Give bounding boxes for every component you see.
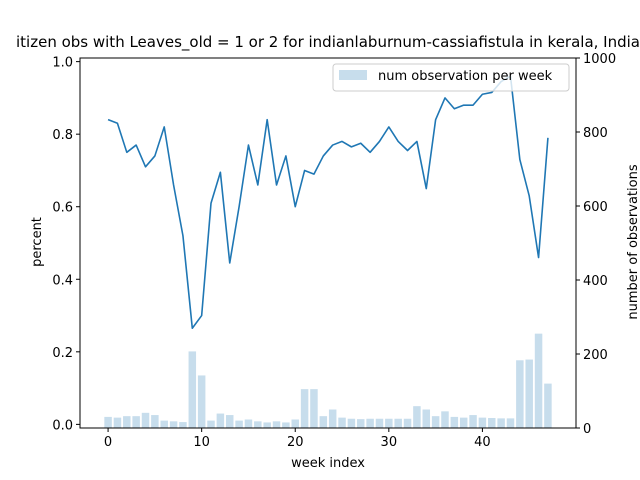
bar-week-31 <box>394 418 402 428</box>
bar-week-15 <box>244 419 253 428</box>
bar-week-41 <box>488 418 496 428</box>
bar-week-26 <box>347 418 356 428</box>
bar-week-45 <box>525 359 533 428</box>
x-axis-label: week index <box>291 456 365 471</box>
legend-entry: num observation per week <box>378 69 553 84</box>
bar-week-25 <box>338 417 346 428</box>
plot-frame <box>79 57 577 429</box>
x-tick-label: 40 <box>474 435 491 450</box>
y-right-tick-label: 400 <box>583 274 608 289</box>
y-left-tick-label: 0.6 <box>52 201 73 216</box>
bar-week-44 <box>516 360 524 428</box>
y-left-tick-label: 0.0 <box>52 418 73 433</box>
bar-week-1 <box>113 417 122 428</box>
bar-week-24 <box>328 409 337 428</box>
y-left-tick-label: 0.2 <box>52 346 73 361</box>
y-left-tick-label: 0.4 <box>52 273 73 288</box>
bar-week-4 <box>141 412 150 428</box>
bar-week-39 <box>469 415 477 428</box>
bar-week-27 <box>357 419 365 428</box>
y-axis-right-ticks: 0 200 400 600 800 1000 <box>576 52 616 437</box>
y-right-tick-label: 1000 <box>583 52 616 67</box>
y-right-tick-label: 200 <box>583 348 608 363</box>
legend-box <box>332 63 570 92</box>
chart-title: itizen obs with Leaves_old = 1 or 2 for … <box>16 33 640 52</box>
bar-week-38 <box>459 417 468 428</box>
percent-line <box>107 75 549 330</box>
bar-week-7 <box>169 421 178 428</box>
y-left-tick-label: 0.8 <box>52 128 73 143</box>
line-series <box>107 75 549 330</box>
bar-week-21 <box>300 389 309 428</box>
bar-week-9 <box>188 351 197 428</box>
bar-week-46 <box>534 333 543 428</box>
legend: num observation per week <box>332 63 570 92</box>
x-tick-label: 0 <box>104 435 112 450</box>
bar-week-40 <box>478 417 487 428</box>
bar-week-0 <box>104 416 112 428</box>
bar-week-17 <box>263 422 271 428</box>
y-right-tick-label: 800 <box>583 126 608 141</box>
bar-week-36 <box>441 411 449 428</box>
bar-week-16 <box>254 421 262 428</box>
bar-week-43 <box>506 418 515 428</box>
y-left-tick-label: 1.0 <box>52 56 73 71</box>
y-axis-right-label: number of observations <box>626 164 640 319</box>
bar-week-5 <box>151 415 159 428</box>
bar-week-35 <box>431 416 440 428</box>
bar-week-23 <box>319 416 328 428</box>
bar-week-19 <box>282 422 290 428</box>
bar-week-20 <box>291 419 299 428</box>
x-axis-ticks: 0 10 20 30 40 <box>104 428 491 450</box>
bar-week-32 <box>403 418 412 428</box>
x-tick-label: 20 <box>287 435 304 450</box>
bar-week-22 <box>310 389 318 428</box>
bar-week-8 <box>179 422 187 428</box>
bar-week-12 <box>216 413 225 428</box>
bar-week-34 <box>422 409 431 428</box>
bar-week-11 <box>207 420 215 428</box>
x-tick-label: 30 <box>381 435 398 450</box>
legend-swatch <box>339 70 367 80</box>
bar-week-13 <box>225 415 234 428</box>
bar-week-6 <box>160 420 168 428</box>
bar-week-29 <box>375 418 384 428</box>
bar-week-14 <box>235 420 243 428</box>
bar-week-2 <box>123 416 131 428</box>
bar-week-3 <box>132 416 140 428</box>
y-right-tick-label: 0 <box>583 422 591 437</box>
x-tick-label: 10 <box>193 435 210 450</box>
bar-week-47 <box>544 383 552 428</box>
bar-week-33 <box>413 406 421 428</box>
y-axis-left-label: percent <box>30 217 45 267</box>
bar-week-28 <box>366 418 374 428</box>
bar-week-37 <box>450 416 459 428</box>
bar-week-18 <box>272 421 281 428</box>
y-right-tick-label: 600 <box>583 200 608 215</box>
bar-week-42 <box>497 418 505 428</box>
bar-series <box>104 333 552 428</box>
y-axis-left-ticks: 0.0 0.2 0.4 0.6 0.8 1.0 <box>52 56 80 433</box>
bar-week-10 <box>197 375 206 428</box>
bar-week-30 <box>385 418 393 428</box>
